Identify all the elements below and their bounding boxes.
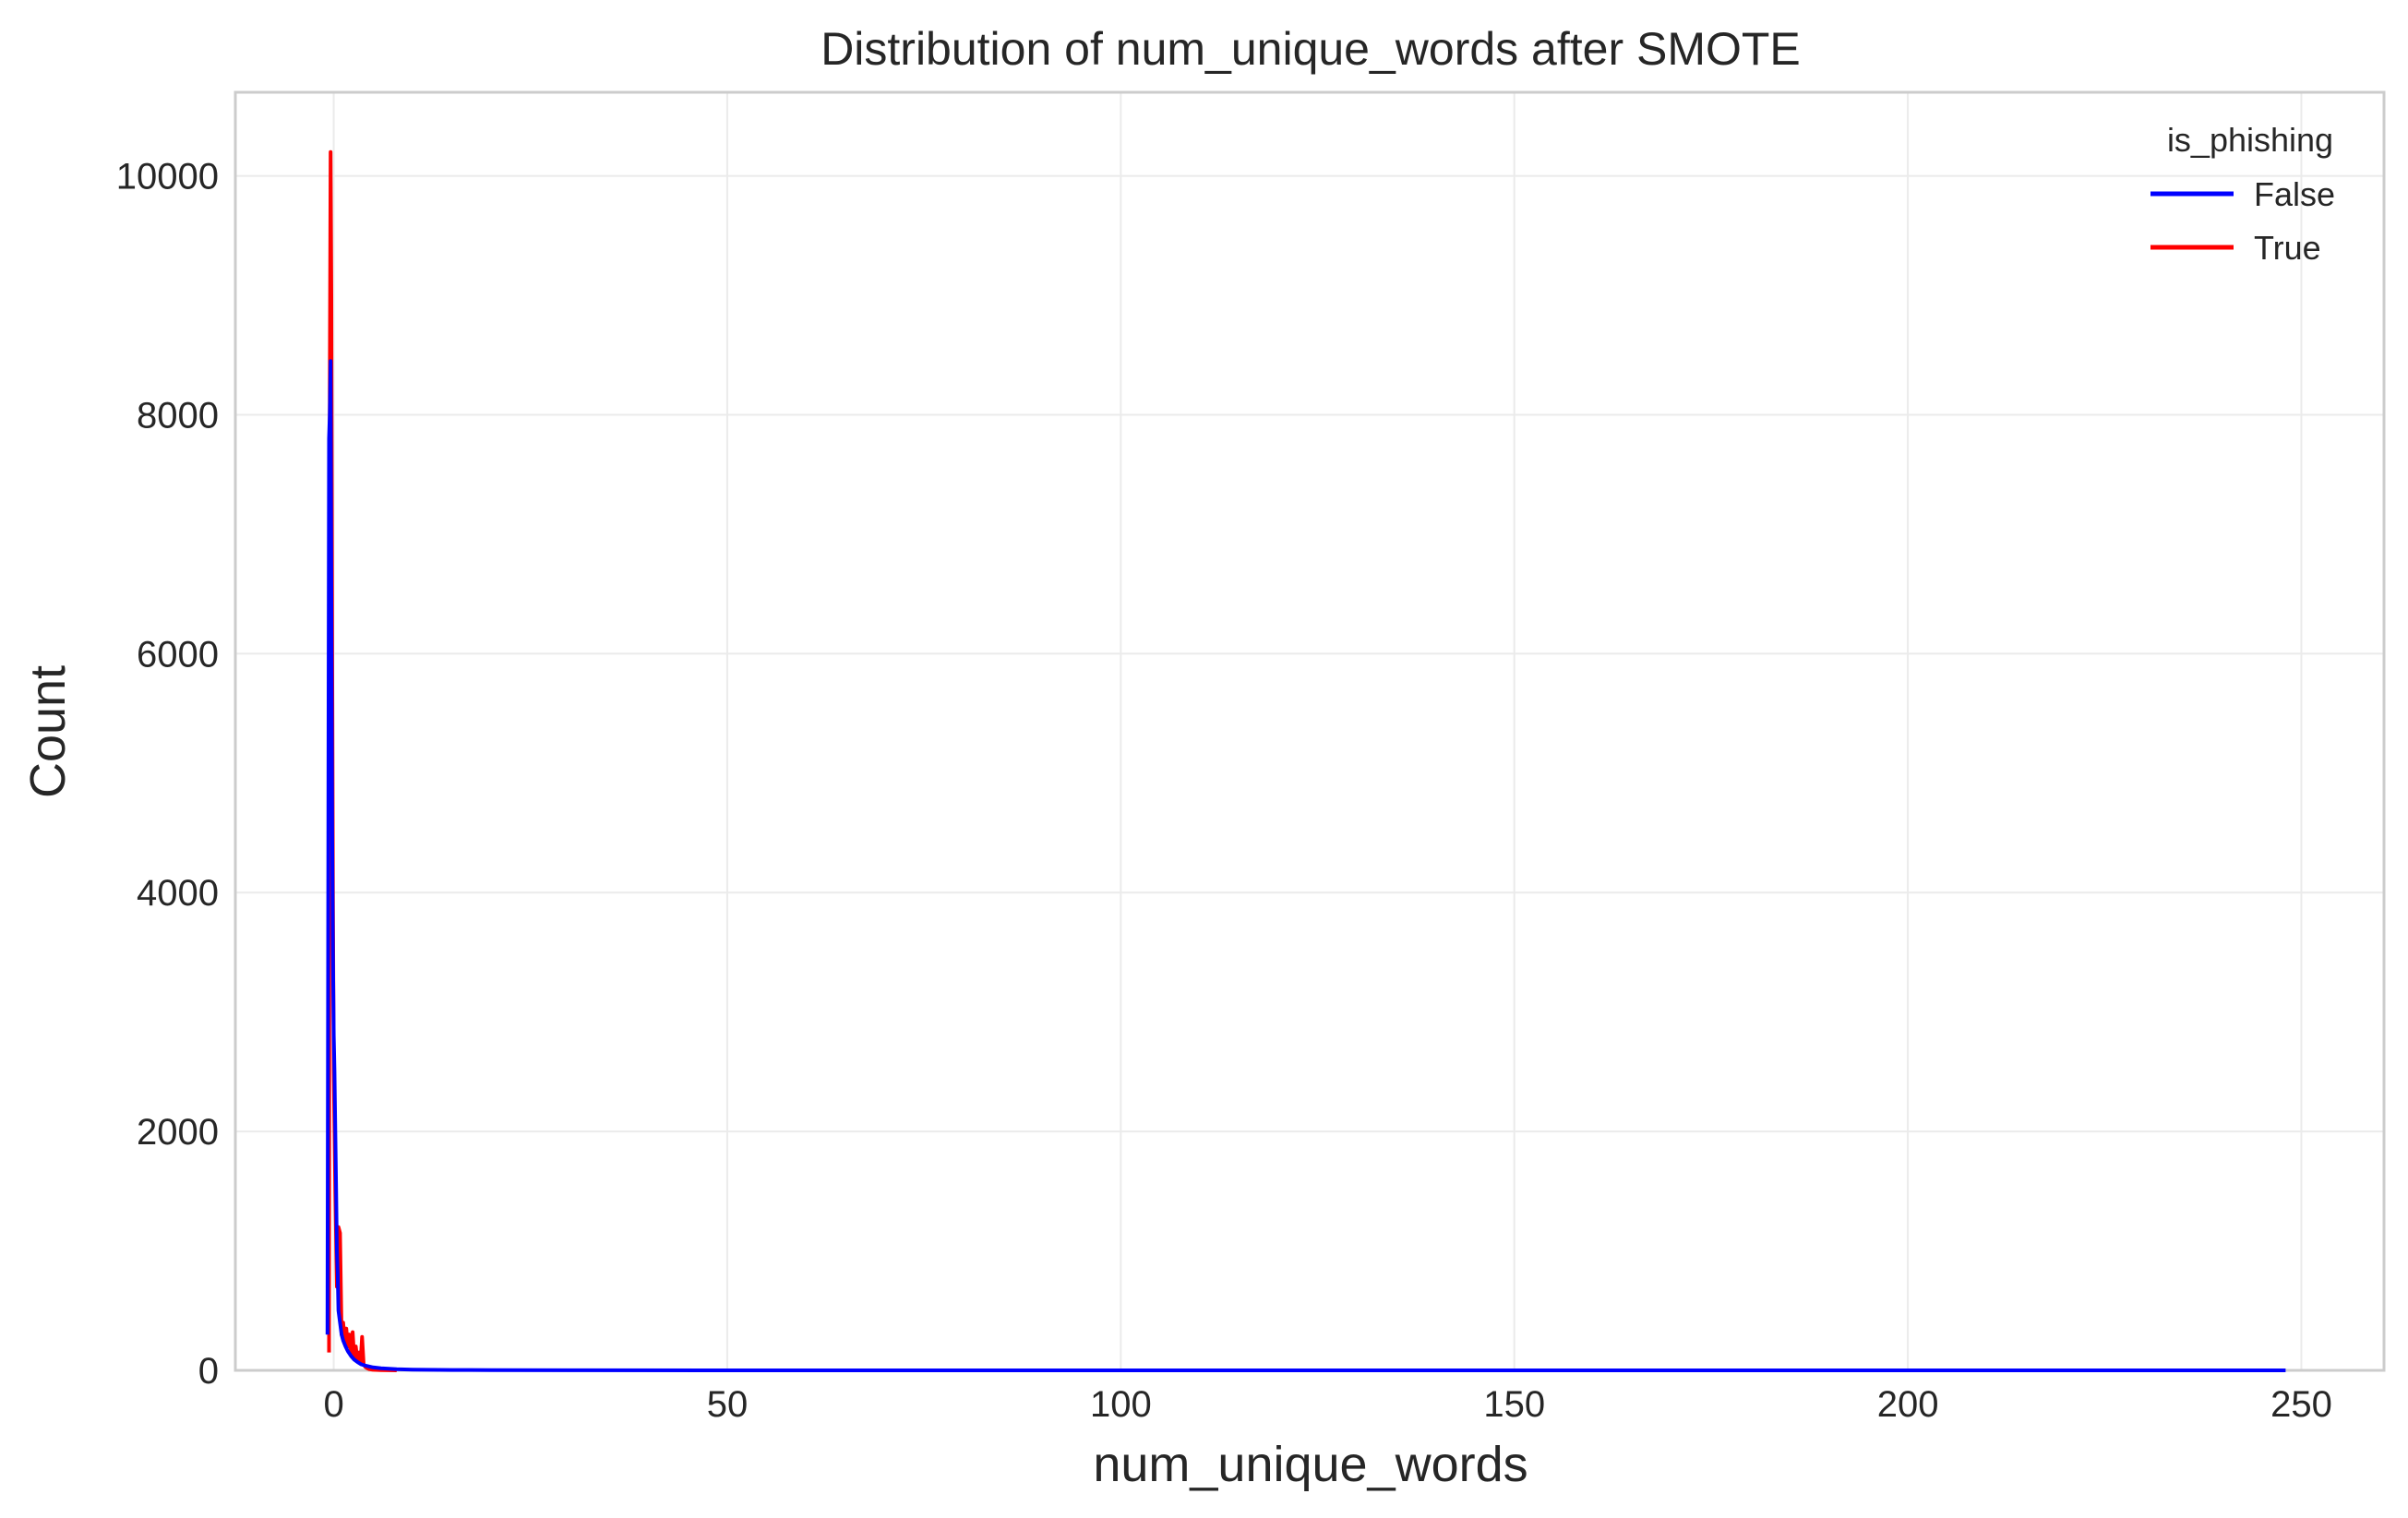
legend-label-false: False [2254,175,2335,213]
y-tick-label: 2000 [137,1112,219,1153]
y-tick-label: 10000 [116,157,219,197]
y-tick-label: 0 [198,1351,219,1392]
legend-title: is_phishing [2167,121,2333,159]
x-tick-label: 200 [1877,1384,1939,1425]
x-tick-label: 100 [1090,1384,1152,1425]
y-tick-label: 6000 [137,634,219,675]
y-tick-label: 8000 [137,395,219,436]
tick-labels: 0 50 100 150 200 250 0 2000 4000 6000 8000 10000 [116,157,2332,1425]
legend-items: False True [2150,175,2335,267]
x-tick-label: 0 [323,1384,343,1425]
x-tick-label: 150 [1483,1384,1545,1425]
y-tick-label: 4000 [137,873,219,914]
x-tick-label: 250 [2270,1384,2332,1425]
chart-title: Distribution of num_unique_words after S… [821,23,1801,75]
x-tick-label: 50 [707,1384,749,1425]
legend-label-true: True [2254,229,2321,267]
legend: is_phishing False True [2150,121,2335,267]
series-layer [325,149,2286,1372]
y-axis-label: Count [20,665,76,798]
x-axis-label: num_unique_words [1093,1437,1527,1492]
series-line-false [325,359,2286,1372]
